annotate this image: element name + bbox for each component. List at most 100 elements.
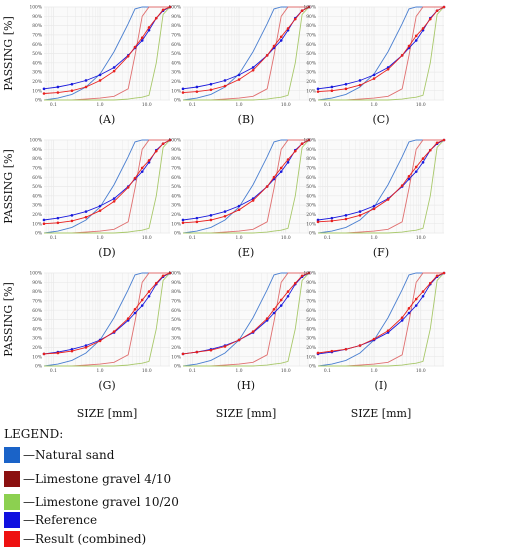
x-tick-label: 0.1: [324, 236, 331, 241]
result-point: [372, 207, 376, 211]
y-tick-label: 50%: [306, 52, 316, 57]
result-point: [421, 290, 425, 293]
y-tick-label: 100%: [168, 272, 181, 277]
y-axis-title: PASSING [%]: [2, 149, 15, 224]
x-tick-label: 1.0: [236, 236, 243, 241]
y-tick-label: 60%: [171, 176, 181, 181]
x-tick-label: 10.0: [281, 236, 291, 241]
y-tick-label: 100%: [29, 272, 42, 277]
y-tick-label: 0%: [35, 365, 42, 370]
y-tick-label: 70%: [306, 300, 316, 305]
y-tick-label: 30%: [306, 71, 316, 76]
panel-d: 0% 10% 20% 30% 40% 50% 60% 70% 80% 90% 100% 0.1 1.0 1…: [29, 139, 172, 259]
result-point: [386, 198, 390, 201]
result-point: [133, 176, 137, 180]
result-point: [442, 5, 446, 9]
limestone-gravel-10-20-line: [183, 272, 310, 367]
result-point: [272, 44, 276, 48]
y-tick-label: 30%: [306, 204, 316, 209]
y-tick-label: 80%: [171, 290, 181, 295]
y-tick-label: 50%: [171, 52, 181, 57]
result-point: [140, 298, 144, 302]
panel-label: (H): [237, 379, 255, 392]
y-tick-label: 100%: [168, 6, 181, 11]
panel-b: 0% 10% 20% 30% 40% 50% 60% 70% 80% 90% 100% 0.1 1.0 1…: [168, 6, 311, 126]
y-tick-label: 20%: [306, 346, 316, 351]
y-tick-label: 60%: [32, 309, 42, 314]
reference-point: [98, 204, 102, 208]
y-tick-label: 70%: [171, 34, 181, 39]
y-tick-label: 20%: [306, 213, 316, 218]
legend-label: —Result (combined): [23, 532, 147, 546]
result-point: [344, 347, 348, 351]
reference-point: [140, 170, 144, 173]
y-tick-label: 0%: [174, 365, 181, 370]
x-tick-label: 0.1: [50, 103, 57, 108]
result-point: [300, 142, 304, 146]
legend-swatch-limestone-gravel-4-10: [4, 471, 20, 487]
result-point: [112, 330, 116, 333]
result-point: [344, 87, 348, 91]
x-tick-label: 10.0: [416, 369, 426, 374]
result-point: [56, 221, 60, 225]
result-point: [181, 91, 185, 94]
y-tick-label: 20%: [171, 213, 181, 218]
result-point: [279, 35, 283, 39]
reference-point: [286, 294, 290, 298]
result-point: [300, 274, 304, 278]
panel-label: (E): [238, 246, 255, 259]
result-point: [237, 208, 241, 212]
x-tick-label: 1.0: [236, 369, 243, 374]
result-point: [286, 158, 290, 161]
x-tick-label: 10.0: [416, 236, 426, 241]
result-point: [70, 349, 74, 353]
result-point: [307, 138, 311, 142]
result-point: [140, 166, 144, 170]
result-point: [400, 184, 404, 187]
result-point: [42, 222, 46, 225]
y-tick-label: 20%: [171, 80, 181, 85]
result-point: [84, 215, 88, 219]
limestone-gravel-10-20-line: [44, 272, 171, 367]
result-point: [223, 214, 227, 218]
y-tick-label: 90%: [32, 148, 42, 153]
result-point: [168, 5, 172, 9]
reference-point: [279, 304, 283, 307]
y-tick-label: 80%: [306, 290, 316, 295]
x-tick-label: 0.1: [50, 236, 57, 241]
x-axis-title: SIZE [mm]: [216, 407, 277, 420]
result-point: [286, 27, 290, 30]
panel-f: 0% 10% 20% 30% 40% 50% 60% 70% 80% 90% 100% 0.1 1.0 1…: [303, 138, 446, 259]
y-tick-label: 80%: [171, 24, 181, 29]
result-point: [421, 157, 425, 160]
result-point: [442, 271, 446, 275]
result-point: [300, 9, 304, 13]
result-point: [195, 90, 199, 93]
y-tick-label: 10%: [306, 89, 316, 94]
result-point: [251, 68, 255, 72]
y-axis-title: PASSING [%]: [2, 282, 15, 357]
reference-point: [84, 344, 88, 347]
result-point: [112, 200, 116, 203]
reference-point: [237, 204, 241, 208]
result-point: [279, 298, 283, 302]
y-tick-label: 50%: [306, 185, 316, 190]
result-point: [265, 317, 269, 320]
y-tick-label: 100%: [29, 139, 42, 144]
x-tick-label: 0.1: [189, 103, 196, 108]
reference-point: [147, 294, 151, 298]
result-point: [407, 44, 411, 48]
result-point: [428, 148, 432, 152]
x-tick-label: 1.0: [371, 236, 378, 241]
result-point: [358, 344, 362, 347]
result-point: [330, 219, 334, 223]
reference-point: [237, 73, 241, 77]
x-tick-label: 1.0: [236, 103, 243, 108]
y-tick-label: 40%: [32, 327, 42, 332]
y-tick-label: 40%: [306, 327, 316, 332]
reference-point: [358, 210, 362, 213]
y-tick-label: 70%: [32, 167, 42, 172]
y-tick-label: 40%: [171, 194, 181, 199]
result-point: [442, 138, 446, 142]
legend-swatch-natural-sand: [4, 447, 20, 463]
